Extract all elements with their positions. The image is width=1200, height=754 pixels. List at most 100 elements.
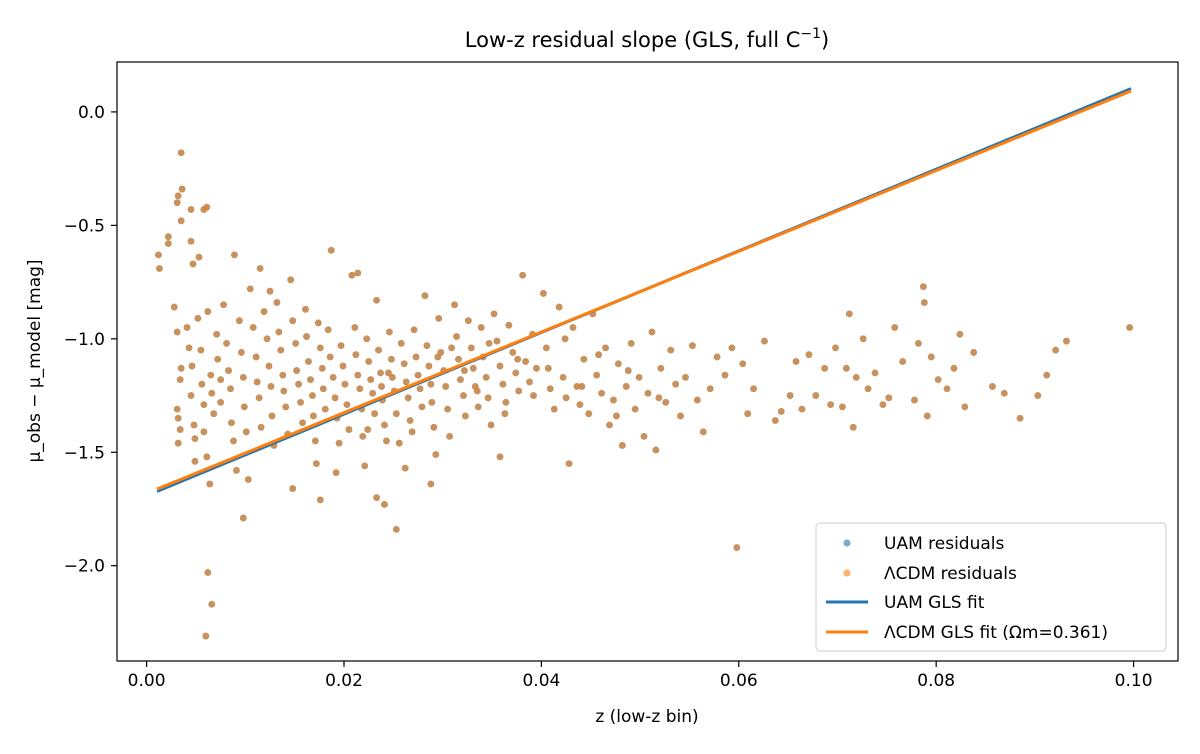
lcdm-residual-point-148 (404, 394, 412, 402)
lcdm-residual-point-151 (410, 326, 418, 334)
lcdm-residual-point-71 (265, 362, 273, 370)
lcdm-residual-point-281 (970, 349, 978, 356)
lcdm-residual-point-246 (750, 385, 757, 393)
lcdm-residual-point-211 (576, 401, 584, 409)
lcdm-residual-point-1 (156, 265, 163, 272)
lcdm-residual-point-235 (682, 373, 689, 381)
lcdm-residual-point-29 (194, 314, 202, 322)
lcdm-residual-point-195 (515, 387, 523, 395)
lcdm-residual-point-96 (312, 460, 320, 468)
lcdm-residual-point-94 (310, 412, 317, 420)
lcdm-residual-point-16 (177, 364, 185, 372)
lcdm-residual-point-193 (509, 349, 517, 356)
lcdm-residual-point-254 (812, 392, 820, 399)
lcdm-residual-point-135 (383, 437, 390, 445)
y-tick-label-2: −1.0 (64, 330, 105, 350)
lcdm-residual-point-207 (562, 394, 570, 402)
lcdm-residual-point-266 (879, 401, 887, 409)
lcdm-residual-point-169 (446, 432, 454, 440)
lcdm-residual-point-252 (798, 405, 806, 413)
lcdm-residual-point-197 (522, 358, 530, 365)
lcdm-residual-point-15 (173, 328, 181, 336)
lcdm-residual-point-300 (473, 387, 481, 395)
legend-label-lcdm-fit: ΛCDM GLS fit (Ωm=0.361) (884, 623, 1108, 643)
lcdm-residual-point-52 (235, 317, 243, 325)
lcdm-residual-point-209 (569, 324, 577, 331)
lcdm-residual-point-293 (332, 469, 340, 477)
lcdm-residual-point-23 (185, 344, 193, 352)
lcdm-residual-point-65 (253, 378, 261, 386)
lcdm-residual-point-238 (699, 428, 707, 436)
lcdm-residual-point-62 (246, 285, 254, 293)
lcdm-residual-point-144 (395, 439, 403, 447)
lcdm-residual-point-237 (693, 396, 701, 404)
lcdm-residual-point-178 (469, 364, 477, 372)
lcdm-residual-point-141 (373, 494, 380, 502)
lcdm-residual-point-229 (652, 446, 660, 454)
legend-marker-uam-residuals (843, 539, 851, 547)
lcdm-residual-point-294 (364, 426, 372, 433)
lcdm-residual-point-290 (187, 206, 195, 213)
lcdm-residual-point-236 (689, 342, 696, 350)
lcdm-residual-point-58 (239, 514, 247, 522)
lcdm-residual-point-183 (482, 373, 490, 381)
lcdm-residual-point-142 (381, 501, 388, 508)
lcdm-residual-point-111 (339, 362, 347, 370)
lcdm-residual-point-186 (496, 453, 504, 461)
lcdm-residual-point-224 (631, 405, 639, 413)
lcdm-residual-point-44 (220, 301, 227, 309)
lcdm-residual-point-63 (249, 324, 257, 331)
lcdm-residual-point-244 (739, 360, 747, 368)
lcdm-residual-point-122 (359, 432, 367, 440)
lcdm-residual-point-30 (197, 346, 205, 354)
lcdm-residual-point-253 (805, 351, 813, 359)
lcdm-residual-point-41 (214, 355, 222, 363)
lcdm-residual-point-283 (1000, 389, 1008, 397)
lcdm-residual-point-258 (839, 403, 846, 411)
lcdm-residual-point-180 (474, 403, 482, 411)
lcdm-residual-point-187 (490, 310, 498, 318)
y-axis-ticks: 0.0 −0.5 −1.0 −1.5 −2.0 (64, 103, 117, 577)
lcdm-residual-point-205 (555, 303, 563, 311)
lcdm-residual-point-12 (195, 253, 203, 261)
lcdm-residual-point-226 (640, 432, 648, 440)
lcdm-residual-point-99 (318, 364, 326, 372)
lcdm-residual-point-265 (871, 369, 879, 377)
legend-label-uam-fit: UAM GLS fit (884, 593, 985, 613)
lcdm-residual-point-55 (240, 403, 248, 411)
lcdm-residual-point-185 (487, 421, 495, 429)
lcdm-residual-point-47 (227, 385, 234, 393)
lcdm-residual-point-117 (354, 269, 362, 277)
chart-title-sup: −1 (800, 26, 821, 42)
lcdm-residual-point-267 (885, 394, 893, 402)
lcdm-residual-point-119 (354, 371, 362, 379)
lcdm-residual-point-174 (460, 392, 467, 399)
lcdm-residual-point-137 (387, 355, 395, 363)
lcdm-residual-point-39 (206, 480, 214, 488)
lcdm-residual-point-270 (911, 396, 918, 404)
lcdm-residual-point-298 (448, 344, 455, 352)
lcdm-residual-point-152 (412, 353, 420, 361)
lcdm-residual-point-231 (662, 398, 670, 406)
lcdm-residual-point-259 (842, 364, 850, 372)
lcdm-residual-point-160 (428, 398, 436, 406)
lcdm-residual-point-241 (721, 371, 729, 379)
lcdm-residual-point-92 (307, 376, 314, 384)
lcdm-residual-point-284 (1016, 414, 1024, 422)
lcdm-residual-point-19 (174, 414, 182, 422)
lcdm-residual-point-173 (457, 376, 464, 384)
lcdm-residual-point-9 (187, 237, 195, 245)
lcdm-residual-point-91 (305, 358, 312, 365)
lcdm-residual-point-220 (614, 360, 622, 368)
lcdm-residual-point-103 (327, 246, 335, 254)
lcdm-residual-point-87 (297, 398, 304, 406)
lcdm-residual-point-61 (202, 632, 210, 640)
chart-title: Low-z residual slope (GLS, full C−1) (465, 26, 829, 52)
lcdm-residual-point-218 (606, 421, 613, 429)
lcdm-residual-point-286 (1043, 371, 1051, 379)
lcdm-residual-point-282 (989, 383, 996, 390)
lcdm-residual-point-248 (771, 417, 779, 424)
lcdm-residual-point-163 (427, 480, 435, 488)
axes-frame (116, 61, 1179, 662)
lcdm-residual-point-60 (208, 600, 216, 608)
